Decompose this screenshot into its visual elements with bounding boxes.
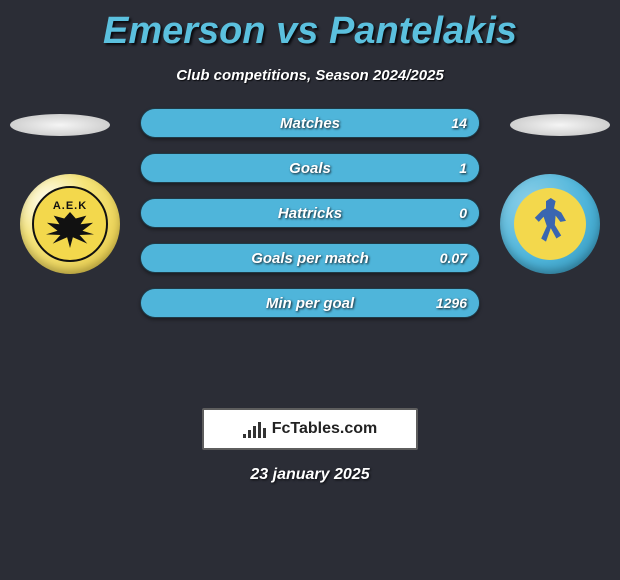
stat-label: Min per goal xyxy=(141,289,479,317)
stat-row: Goals1 xyxy=(140,153,480,183)
platform-right xyxy=(510,114,610,136)
stat-list: Matches14 Goals1 Hattricks0 Goals per match… xyxy=(140,108,480,333)
title-vs: vs xyxy=(276,10,318,52)
club-crest-right xyxy=(500,174,600,274)
club-crest-left: A.E.K xyxy=(20,174,120,274)
brand-bar-segment xyxy=(243,434,246,438)
title-player-right: Pantelakis xyxy=(329,10,517,52)
comparison-stage: A.E.K Matches14 Goals1 Hattricks0 Goals per… xyxy=(0,102,620,402)
stat-label: Matches xyxy=(141,109,479,137)
platform-left xyxy=(10,114,110,136)
brand-text: FcTables.com xyxy=(272,420,378,438)
stat-label: Hattricks xyxy=(141,199,479,227)
stat-row: Min per goal1296 xyxy=(140,288,480,318)
stat-row: Goals per match0.07 xyxy=(140,243,480,273)
aek-crest-icon: A.E.K xyxy=(32,186,108,262)
stat-value-right: 0.07 xyxy=(440,244,467,272)
stat-value-right: 1296 xyxy=(436,289,467,317)
double-eagle-icon xyxy=(46,212,94,248)
aek-abbr: A.E.K xyxy=(53,200,87,212)
brand-bar-segment xyxy=(263,428,266,438)
panetolikos-crest-icon xyxy=(514,188,586,260)
stat-label: Goals per match xyxy=(141,244,479,272)
subtitle: Club competitions, Season 2024/2025 xyxy=(0,67,620,84)
stat-value-right: 14 xyxy=(451,109,467,137)
discus-figure-icon xyxy=(530,198,570,250)
brand-bar-segment xyxy=(248,430,251,438)
brand-badge: FcTables.com xyxy=(202,408,418,450)
bar-chart-icon xyxy=(243,420,266,438)
stat-row: Hattricks0 xyxy=(140,198,480,228)
brand-bar-segment xyxy=(258,422,261,438)
stat-value-right: 0 xyxy=(459,199,467,227)
page-title: Emerson vs Pantelakis xyxy=(0,10,620,53)
stat-value-right: 1 xyxy=(459,154,467,182)
brand-bar-segment xyxy=(253,426,256,438)
title-player-left: Emerson xyxy=(103,10,266,52)
stat-label: Goals xyxy=(141,154,479,182)
stat-row: Matches14 xyxy=(140,108,480,138)
snapshot-date: 23 january 2025 xyxy=(0,466,620,484)
